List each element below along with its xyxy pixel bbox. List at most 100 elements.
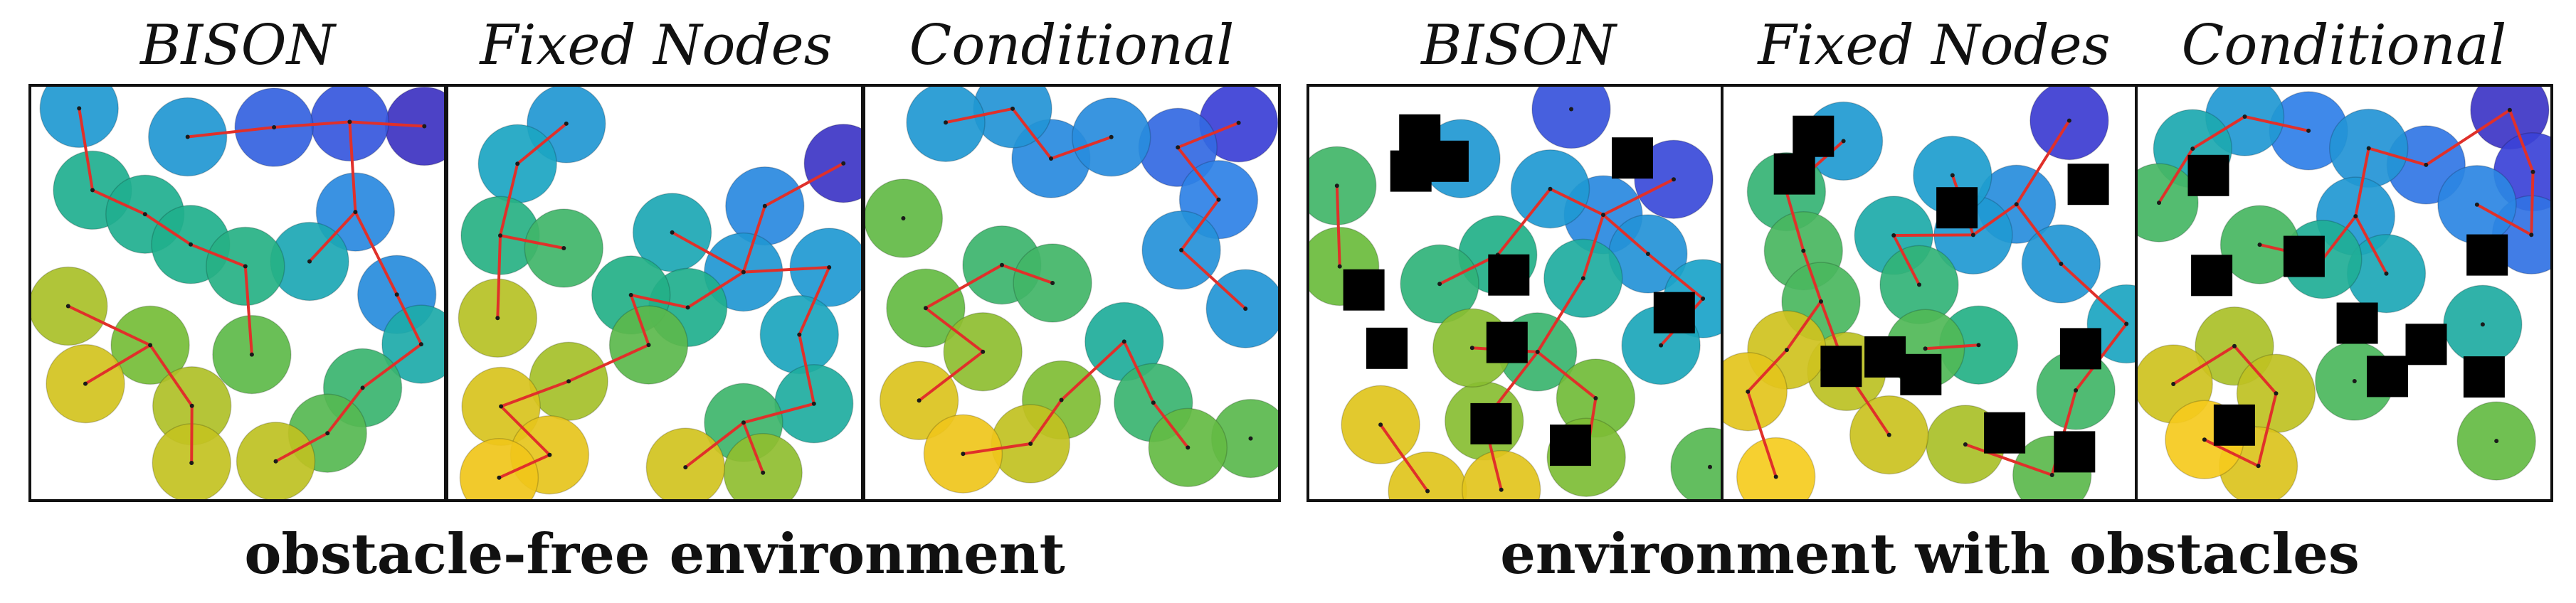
connection-edge (567, 343, 650, 383)
robot-center-dot (1950, 173, 1955, 178)
robot-center-dot (1645, 252, 1650, 256)
connection-edge (1602, 213, 1649, 255)
robot-center-dot (1010, 106, 1015, 111)
connection-edge (2191, 115, 2247, 151)
robot-center-dot (2366, 146, 2371, 151)
robot-center-dot (2242, 114, 2247, 119)
connection-edge (961, 442, 1033, 456)
robot-center-dot (497, 475, 502, 480)
robot-center-dot (272, 125, 277, 129)
connection-edge (1011, 107, 1052, 160)
panel-canvas (31, 87, 444, 499)
connection-edge (1060, 340, 1126, 402)
panel-fixed-nodes-with-obstacles (1721, 84, 2139, 502)
connection-edge (1802, 249, 1822, 303)
robot-center-dot (1976, 343, 1981, 348)
robot-center-dot (142, 212, 147, 217)
panel-bison-obstacle-free (28, 84, 447, 502)
robot-center-dot (1050, 281, 1055, 285)
robot-center-dot (1000, 262, 1004, 267)
robot-center-dot (1179, 247, 1184, 252)
title-fixed-nodes-1: Fixed Nodes (480, 14, 833, 78)
robot-center-dot (1469, 346, 1474, 351)
connection-edge (497, 453, 551, 479)
robot-center-dot (90, 188, 95, 193)
robot-center-dot (1886, 432, 1891, 437)
obstacles (2187, 154, 2508, 446)
connection-edge (190, 404, 194, 464)
title-bison-2: BISON (1421, 14, 1616, 78)
robot-center-dot (564, 121, 569, 126)
robot-center-dot (981, 349, 986, 354)
connection-edge (2202, 438, 2260, 468)
robot-disks (2138, 87, 2550, 499)
robot-center-dot (646, 343, 651, 348)
connection-edge (243, 265, 253, 356)
robot-disks (458, 87, 861, 499)
robot-disks (865, 87, 1278, 493)
obstacle-square (2059, 328, 2101, 370)
connection-edge (2367, 146, 2428, 166)
obstacle-square (2466, 234, 2508, 276)
robot-center-dot (1659, 343, 1664, 348)
connection-edge (1548, 187, 1605, 217)
connection-edge (1602, 178, 1675, 217)
robot-center-dot (944, 120, 948, 125)
robot-centers (65, 106, 427, 465)
obstacle-square (1653, 292, 1695, 333)
connection-edge (2354, 146, 2370, 218)
connection-edge (741, 402, 815, 425)
robot-center-dot (1963, 442, 1968, 447)
robot-center-dot (1248, 436, 1253, 441)
robot-center-dot (2049, 473, 2054, 477)
connection-edge (1746, 390, 1778, 479)
robot-center-dot (1059, 397, 1064, 402)
obstacle-square (1793, 115, 1835, 157)
title-fixed-nodes-2: Fixed Nodes (1758, 14, 2111, 78)
connection-edge (186, 126, 276, 139)
connection-edge (2015, 203, 2063, 265)
robot-center-dot (1746, 389, 1751, 394)
robot-center-dot (2171, 382, 2176, 386)
connection-edge (1496, 187, 1552, 257)
robot-center-dot (1243, 306, 1248, 311)
robot-center-dot (495, 316, 500, 321)
connection-edge (1180, 198, 1220, 252)
robot-center-dot (1601, 213, 1605, 218)
robot-disks (31, 87, 444, 499)
robot-center-dot (273, 459, 278, 464)
panel-bison-with-obstacles (1307, 84, 1725, 502)
connection-edge (686, 270, 745, 309)
connection-edge (273, 120, 352, 129)
robot-disk (645, 427, 726, 499)
robot-center-dot (2274, 391, 2279, 396)
robot-center-dot (1801, 248, 1806, 253)
robot-center-dot (148, 343, 153, 348)
robot-center-dot (1917, 282, 1921, 287)
connection-edge (2354, 215, 2388, 275)
connection-edge (1963, 443, 2054, 476)
connection-edge (1785, 300, 1822, 352)
connection-edges (917, 107, 1247, 456)
obstacle-square (1820, 346, 1862, 388)
robot-center-dot (2424, 162, 2429, 167)
connection-edge (924, 306, 985, 353)
robot-center-dot (2256, 464, 2261, 469)
connection-edge (741, 204, 766, 274)
connection-edge (308, 210, 357, 263)
robot-center-dot (1580, 276, 1585, 281)
obstacle-square (1936, 187, 1978, 229)
connection-edge (274, 432, 329, 463)
robot-center-dot (185, 134, 190, 139)
connection-edge (2243, 115, 2311, 132)
robot-center-dot (683, 465, 688, 470)
panel-canvas (458, 87, 861, 499)
robot-center-dot (961, 452, 966, 457)
robot-center-dot (1841, 139, 1846, 144)
obstacle-square (1488, 254, 1530, 296)
connection-edge (1581, 213, 1605, 280)
connection-edge (629, 293, 690, 309)
obstacle-square (1427, 140, 1469, 182)
robot-center-dot (2232, 343, 2237, 348)
robot-center-dot (1028, 442, 1033, 446)
